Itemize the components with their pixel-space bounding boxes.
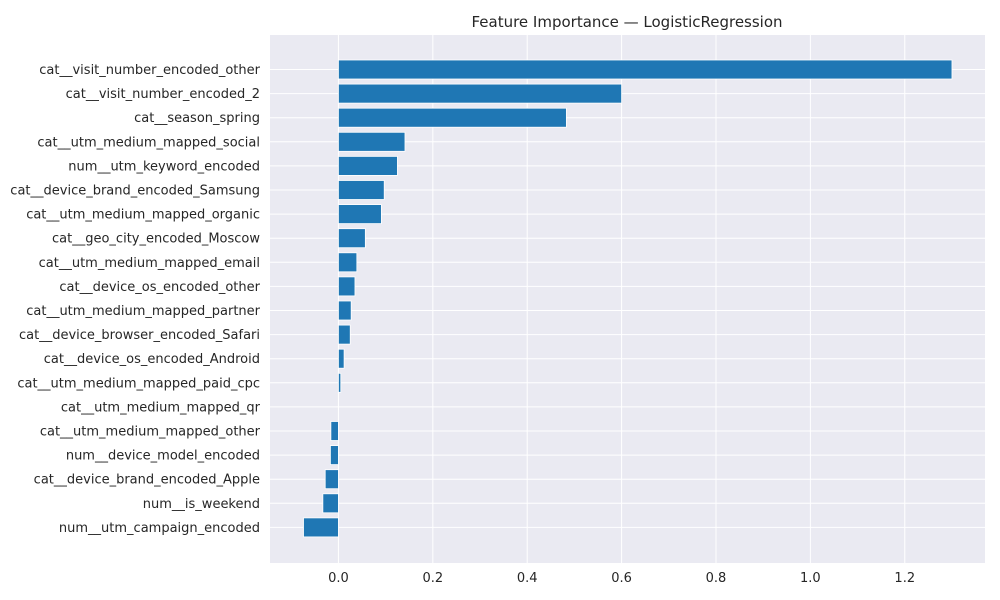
y-tick-label: cat__device_brand_encoded_Apple: [34, 473, 260, 488]
bar: [330, 445, 339, 466]
y-tick-label: cat__device_os_encoded_other: [59, 280, 260, 295]
y-tick-label: cat__season_spring: [134, 111, 260, 126]
bar: [303, 517, 339, 538]
x-tick-label: 0.0: [328, 571, 349, 586]
x-tick-label: 0.4: [517, 571, 538, 586]
y-tick-labels: cat__visit_number_encoded_other cat__visi…: [10, 63, 260, 536]
y-tick-label: cat__geo_city_encoded_Moscow: [52, 232, 260, 247]
bar: [338, 155, 398, 176]
y-tick-label: num__is_weekend: [143, 497, 260, 512]
x-tick-label: 0.8: [706, 571, 727, 586]
y-tick-label: cat__utm_medium_mapped_qr: [61, 400, 261, 415]
y-tick-label: cat__utm_medium_mapped_social: [37, 135, 260, 150]
bar: [338, 107, 567, 128]
y-tick-label: num__device_model_encoded: [66, 449, 260, 464]
bars: [303, 59, 953, 538]
y-tick-label: cat__utm_medium_mapped_organic: [26, 208, 260, 223]
y-tick-label: cat__utm_medium_mapped_paid_cpc: [17, 376, 260, 391]
bar: [338, 372, 342, 393]
bar: [338, 252, 358, 273]
y-tick-label: cat__device_browser_encoded_Safari: [19, 328, 260, 343]
x-tick-label: 1.2: [894, 571, 915, 586]
y-tick-label: cat__visit_number_encoded_2: [66, 87, 260, 102]
bar: [338, 131, 406, 152]
y-tick-label: num__utm_keyword_encoded: [68, 159, 260, 174]
bar: [338, 276, 356, 297]
bar: [338, 83, 623, 104]
bar: [338, 228, 366, 249]
x-tick-label: 0.2: [422, 571, 443, 586]
y-tick-label: cat__device_brand_encoded_Samsung: [10, 184, 260, 199]
bar: [324, 469, 339, 490]
chart-title: Feature Importance — LogisticRegression: [471, 13, 782, 31]
x-tick-labels: 0.0 0.2 0.4 0.6 0.8 1.0 1.2: [328, 571, 915, 586]
y-tick-label: cat__utm_medium_mapped_email: [39, 256, 260, 271]
x-tick-label: 1.0: [800, 571, 821, 586]
bar: [338, 59, 953, 80]
x-tick-label: 0.6: [611, 571, 632, 586]
bar: [330, 421, 339, 441]
bar: [338, 348, 345, 369]
y-tick-label: cat__visit_number_encoded_other: [39, 63, 260, 78]
y-tick-label: cat__utm_medium_mapped_partner: [26, 304, 260, 319]
y-tick-label: cat__device_os_encoded_Android: [44, 352, 260, 367]
bar: [338, 324, 351, 345]
bar: [338, 300, 352, 321]
bar: [338, 204, 382, 225]
y-tick-label: num__utm_campaign_encoded: [59, 521, 260, 536]
bar: [322, 493, 339, 514]
bar: [338, 180, 385, 200]
y-tick-label: cat__utm_medium_mapped_other: [40, 425, 261, 440]
